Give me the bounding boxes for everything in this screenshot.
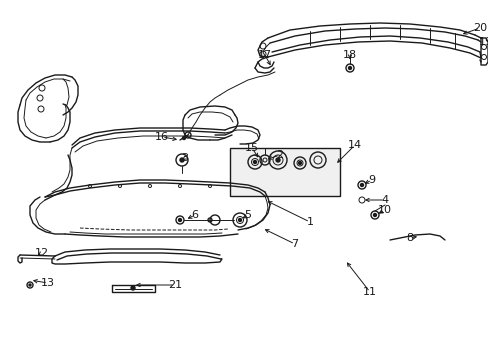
Text: 4: 4 [381,195,388,205]
Text: 7: 7 [291,239,298,249]
Bar [229,148,339,196]
Text: 10: 10 [377,205,391,215]
Text: 13: 13 [41,278,55,288]
Circle shape [29,284,31,286]
Text: 8: 8 [406,233,413,243]
Circle shape [275,158,280,162]
Circle shape [253,161,256,163]
Text: 15: 15 [244,143,259,153]
Circle shape [298,162,301,165]
Circle shape [373,213,376,216]
Text: 16: 16 [155,132,169,142]
Text: 14: 14 [347,140,361,150]
Text: 19: 19 [478,37,488,47]
Circle shape [180,158,183,162]
Text: 1: 1 [306,217,313,227]
Circle shape [238,219,241,221]
Text: 6: 6 [191,210,198,220]
Circle shape [131,286,135,290]
Text: 17: 17 [257,50,271,60]
Text: 3: 3 [181,153,188,163]
Text: 12: 12 [35,248,49,258]
Text: 2: 2 [276,150,283,160]
Text: 21: 21 [167,280,182,290]
Circle shape [348,67,351,69]
Circle shape [182,136,185,139]
Text: 5: 5 [244,210,251,220]
Text: 9: 9 [367,175,375,185]
Text: 18: 18 [342,50,356,60]
Text: 11: 11 [362,287,376,297]
Circle shape [360,184,363,186]
Circle shape [178,219,181,221]
Text: 20: 20 [472,23,486,33]
